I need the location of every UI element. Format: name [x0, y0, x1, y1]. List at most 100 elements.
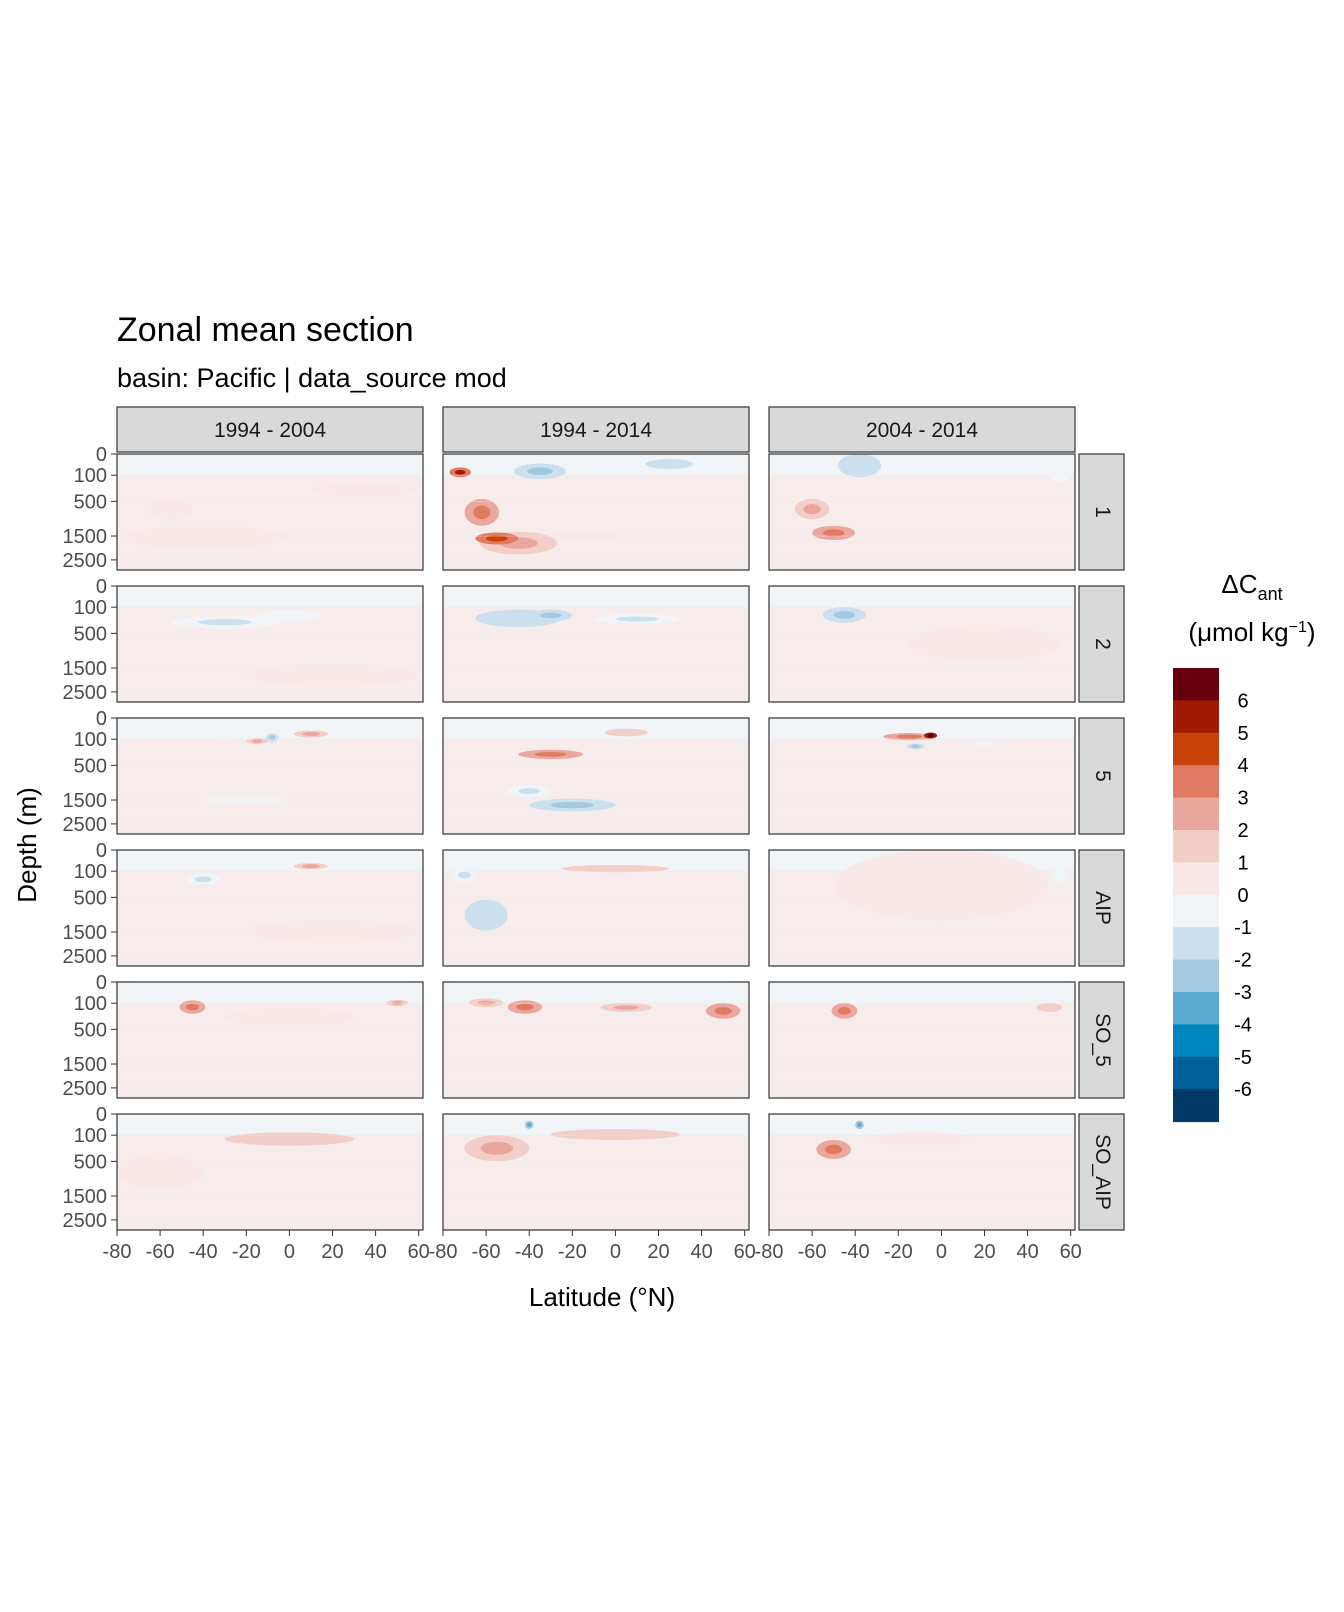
contour-core — [588, 866, 643, 871]
background-field — [769, 1002, 1075, 1098]
legend-label: -1 — [1234, 917, 1252, 939]
x-tick-label: -20 — [558, 1241, 587, 1263]
panel-border — [442, 981, 750, 1099]
panel-border — [442, 453, 750, 571]
background-field — [443, 1002, 749, 1098]
column-strip: 1994 - 2014 — [442, 406, 750, 453]
strip-background — [1078, 1113, 1125, 1231]
contour-core — [251, 739, 263, 744]
x-tick-label: 0 — [936, 1241, 947, 1263]
column-strips: 1994 - 2004 1994 - 2014 2004 - 2014 — [116, 406, 1076, 453]
contour-feature — [1051, 864, 1069, 884]
column-strip-label: 2004 - 2014 — [866, 419, 978, 442]
panel-border — [442, 1113, 750, 1231]
legend-swatch — [1173, 862, 1219, 896]
panel-border — [768, 1113, 1076, 1231]
row-strip-label: 1 — [1091, 506, 1114, 518]
contour-feature — [310, 483, 419, 497]
x-tick-label: 20 — [973, 1241, 995, 1263]
legend-label: 0 — [1237, 885, 1248, 907]
contour-core — [185, 1003, 199, 1011]
contour-core — [496, 614, 540, 623]
x-tick-label: 40 — [1016, 1241, 1038, 1263]
contour-feature — [257, 609, 322, 622]
legend-swatch — [1173, 1024, 1219, 1058]
y-tick-label: 2500 — [63, 682, 108, 704]
legend-title-sub: ant — [1258, 584, 1283, 604]
contour-core — [803, 504, 821, 515]
facet-panel — [768, 981, 1076, 1099]
contour-core — [194, 876, 212, 883]
contour-core — [458, 871, 472, 879]
legend-swatch — [1173, 959, 1219, 993]
y-tick-label: 100 — [74, 465, 107, 487]
contour-feature — [246, 920, 419, 943]
x-tick-label: -80 — [755, 1241, 784, 1263]
legend-swatch — [1173, 797, 1219, 831]
y-tick-label: 100 — [74, 993, 107, 1015]
strip-background — [1078, 717, 1125, 835]
panel-border — [116, 585, 424, 703]
facet-panel — [768, 453, 1076, 571]
column-strip: 2004 - 2014 — [768, 406, 1076, 453]
legend-swatch — [1173, 894, 1219, 928]
y-tick-label: 1500 — [63, 1054, 108, 1076]
contour-core — [848, 459, 871, 472]
background-field — [443, 738, 749, 834]
x-tick-label: 20 — [647, 1241, 669, 1263]
strip-background — [1078, 585, 1125, 703]
x-tick-label: -80 — [429, 1241, 458, 1263]
legend-swatch — [1173, 732, 1219, 766]
contour-feature — [973, 740, 996, 747]
y-tick-label: 500 — [74, 623, 107, 645]
panel-border — [116, 1113, 424, 1231]
contour-core — [527, 1122, 532, 1127]
contour-feature — [1046, 454, 1073, 483]
y-tick-label: 2500 — [63, 1078, 108, 1100]
y-tick-label: 1500 — [63, 790, 108, 812]
contour-core — [454, 469, 466, 475]
x-tick-label: -60 — [146, 1241, 175, 1263]
contour-core — [857, 1122, 862, 1127]
row-strip: SO_AIP — [1078, 1113, 1125, 1231]
legend-label: 6 — [1237, 690, 1248, 712]
panel-border — [768, 981, 1076, 1099]
x-axis-label: Latitude (°N) — [529, 1282, 675, 1312]
contour-feature — [224, 1007, 355, 1027]
legend-swatch — [1173, 1056, 1219, 1090]
color-legend: ΔCant (μmol kg−1) 6 5 4 3 2 1 0 -1 -2 -3 -4 -5 -6 — [1173, 569, 1316, 1123]
panel-border — [768, 849, 1076, 967]
legend-swatch — [1173, 765, 1219, 799]
panel-border — [442, 585, 750, 703]
contour-feature — [865, 1132, 974, 1146]
contour-feature — [125, 525, 281, 550]
legend-title-main: ΔC — [1221, 569, 1257, 599]
y-tick-label: 1500 — [63, 526, 108, 548]
contour-core — [911, 744, 920, 749]
y-axis-label: Depth (m) — [12, 787, 42, 903]
legend-label: 4 — [1237, 755, 1248, 777]
legend-units-sup: −1 — [1289, 619, 1307, 636]
contour-core — [475, 907, 497, 923]
background-field — [117, 870, 423, 966]
x-tick-label: -20 — [884, 1241, 913, 1263]
panel-border — [768, 717, 1076, 835]
legend-label: 2 — [1237, 820, 1248, 842]
strip-background — [116, 406, 424, 453]
y-tick-label: 100 — [74, 729, 107, 751]
contour-core — [257, 1135, 322, 1143]
row-strip-label: SO_AIP — [1091, 1134, 1114, 1210]
x-tick-label: -40 — [841, 1241, 870, 1263]
facet-panel — [116, 585, 424, 703]
contour-core — [825, 1144, 843, 1155]
y-tick-label: 2500 — [63, 550, 108, 572]
y-tick-label: 100 — [74, 1125, 107, 1147]
legend-swatch — [1173, 992, 1219, 1025]
facet-panel — [116, 453, 424, 571]
contour-core — [302, 864, 320, 869]
strip-background — [1078, 849, 1125, 967]
contour-core — [516, 1003, 534, 1011]
legend-swatch — [1173, 1089, 1219, 1123]
y-tick-label: 100 — [74, 861, 107, 883]
